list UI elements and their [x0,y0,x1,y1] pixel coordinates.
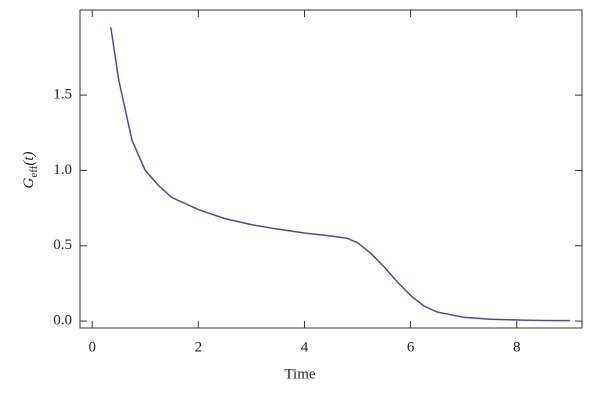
y-axis-label: Geff(t) [21,151,39,188]
x-tick-label: 0 [88,339,96,355]
y-tick-label: 0.0 [53,313,72,329]
y-tick-label: 1.5 [53,87,72,103]
x-axis-label: Time [284,366,315,382]
x-tick-label: 6 [407,339,415,355]
x-tick-label: 4 [301,339,309,355]
line [110,27,570,322]
y-tick-label: 1.0 [53,162,72,178]
x-tick-label: 2 [195,339,203,355]
plot-frame [79,9,583,329]
x-tick-label: 8 [513,339,521,355]
y-tick-label: 0.5 [53,237,72,253]
